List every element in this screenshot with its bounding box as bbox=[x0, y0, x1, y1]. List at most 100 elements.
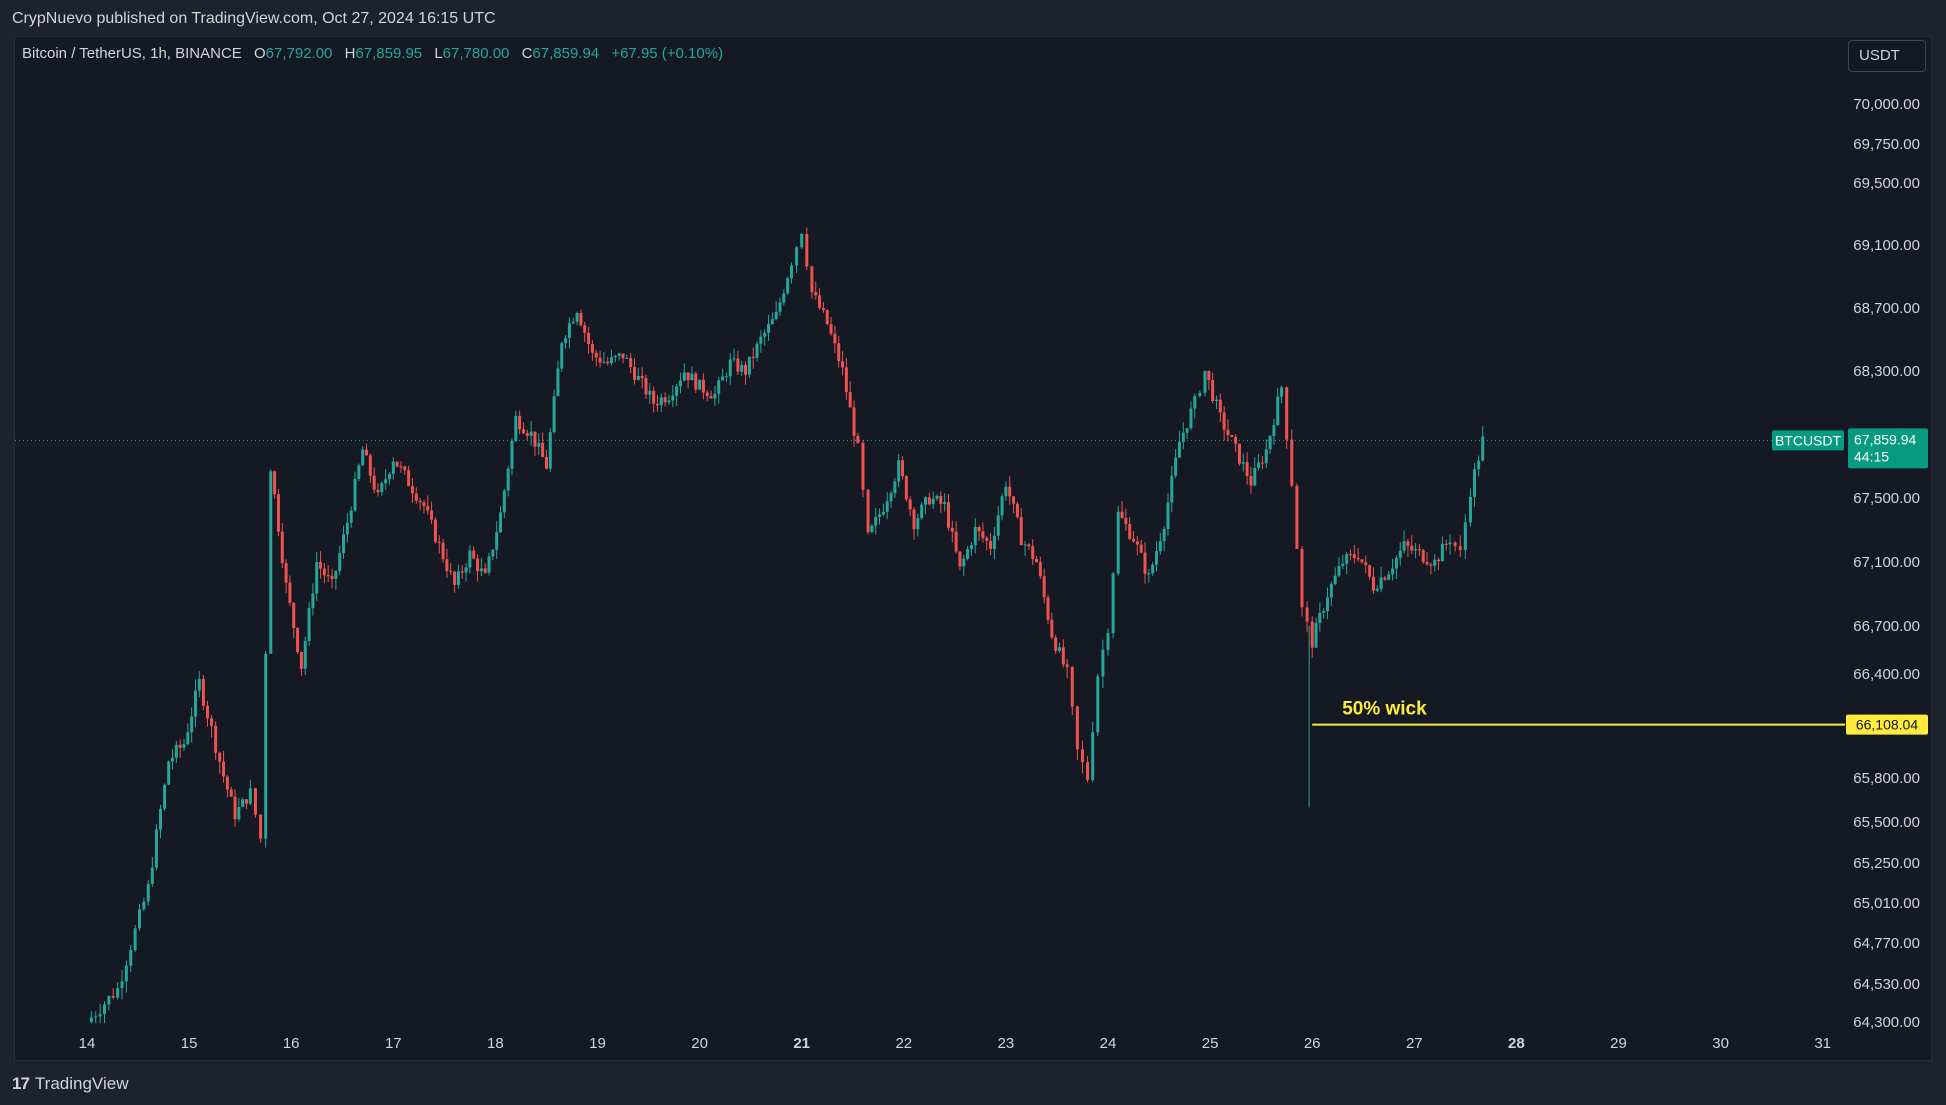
candle-body bbox=[1038, 562, 1042, 577]
candle-body bbox=[560, 343, 564, 369]
candle-body bbox=[120, 981, 124, 989]
candle-body bbox=[1305, 607, 1309, 622]
candle-body bbox=[1421, 550, 1425, 563]
candle-body bbox=[342, 534, 346, 554]
x-axis[interactable]: 14 15 16 17 18 19 20 21 22 23 24 25 26 27 28 29 30 31 bbox=[79, 1035, 1831, 1052]
annotation-text[interactable]: 50% wick bbox=[1342, 699, 1427, 720]
candle-body bbox=[460, 571, 464, 573]
low-label: L bbox=[434, 45, 443, 62]
brand-label: TradingView bbox=[34, 1074, 129, 1093]
candle-body bbox=[908, 499, 912, 510]
x-tick-label: 25 bbox=[1202, 1035, 1219, 1052]
candle-body bbox=[1444, 543, 1448, 545]
candle-body bbox=[1264, 449, 1268, 464]
candle-body bbox=[479, 568, 483, 572]
tradingview-brand[interactable]: 17 TradingView bbox=[12, 1074, 128, 1094]
candle-body bbox=[98, 1014, 102, 1017]
open-label: O bbox=[254, 45, 266, 62]
candle-body bbox=[201, 678, 205, 706]
candle-body bbox=[958, 551, 962, 567]
candle-body bbox=[1211, 380, 1215, 402]
candle-body bbox=[1433, 559, 1437, 566]
top-bar: CrypNuevo published on TradingView.com, … bbox=[0, 0, 1946, 36]
candle-body bbox=[901, 460, 905, 477]
candle-body bbox=[889, 493, 893, 502]
candle-body bbox=[682, 372, 686, 381]
candle-body bbox=[996, 515, 1000, 536]
candle-body bbox=[678, 380, 682, 387]
candle-body bbox=[1101, 649, 1105, 677]
candle-body bbox=[521, 429, 525, 434]
low-value: 67,780.00 bbox=[442, 45, 510, 62]
candle-body bbox=[1116, 511, 1120, 574]
candle-body bbox=[159, 808, 163, 830]
candle-body bbox=[1398, 550, 1402, 558]
candle-body bbox=[881, 511, 885, 515]
high-value: 67,859.95 bbox=[355, 45, 423, 62]
candle-body bbox=[648, 390, 652, 395]
candle-body bbox=[1414, 549, 1418, 551]
candle-body bbox=[1280, 387, 1284, 397]
candle-body bbox=[1429, 564, 1433, 566]
candle-body bbox=[874, 517, 878, 526]
candle-body bbox=[606, 361, 610, 364]
candle-body bbox=[1481, 436, 1485, 461]
candle-body bbox=[248, 788, 252, 804]
candle-body bbox=[453, 571, 457, 585]
y-tick-label: 69,750.00 bbox=[1853, 136, 1920, 153]
candle-body bbox=[732, 358, 736, 360]
candle-body bbox=[437, 541, 441, 543]
candle-body bbox=[338, 553, 342, 571]
candle-body bbox=[1027, 544, 1031, 547]
candles-layer bbox=[89, 227, 1485, 1024]
candle-body bbox=[992, 535, 996, 549]
symbol-legend[interactable]: Bitcoin / TetherUS, 1h, BINANCE O67,792.… bbox=[22, 45, 723, 62]
published-by-text: CrypNuevo published on TradingView.com, … bbox=[12, 10, 496, 27]
candle-body bbox=[193, 690, 197, 717]
candle-body bbox=[1050, 619, 1054, 638]
tradingview-logo-icon: 17 bbox=[12, 1074, 30, 1093]
candle-body bbox=[1375, 588, 1379, 591]
candle-body bbox=[403, 466, 407, 471]
candle-body bbox=[644, 378, 648, 395]
candle-body bbox=[946, 502, 950, 528]
candle-body bbox=[1341, 563, 1345, 567]
candle-body bbox=[966, 548, 970, 559]
candle-body bbox=[178, 744, 182, 748]
candle-body bbox=[1086, 762, 1090, 780]
candle-body bbox=[326, 575, 330, 577]
candle-body bbox=[142, 901, 146, 910]
candle-body bbox=[456, 571, 460, 585]
candle-body bbox=[89, 1017, 93, 1022]
candle-body bbox=[852, 407, 856, 436]
candle-body bbox=[1203, 370, 1207, 393]
candle-body bbox=[1058, 647, 1062, 651]
candle-body bbox=[349, 510, 353, 523]
chart-pane[interactable] bbox=[14, 36, 1932, 1061]
candle-body bbox=[736, 358, 740, 372]
candle-body bbox=[548, 432, 552, 469]
candle-body bbox=[939, 495, 943, 504]
candle-body bbox=[190, 716, 194, 733]
y-tick-label: 64,530.00 bbox=[1853, 976, 1920, 993]
candle-body bbox=[1477, 460, 1481, 470]
candle-body bbox=[399, 466, 403, 468]
y-axis[interactable]: 70,000.00 69,750.00 69,500.00 69,100.00 68,7… bbox=[1853, 96, 1920, 1031]
candle-body bbox=[1162, 528, 1166, 542]
candle-body bbox=[1111, 573, 1115, 634]
candle-body bbox=[1207, 370, 1211, 381]
candle-body bbox=[698, 379, 702, 390]
candle-body bbox=[1120, 511, 1124, 518]
candle-body bbox=[800, 234, 804, 248]
candle-body bbox=[1326, 597, 1330, 612]
candle-body bbox=[372, 475, 376, 490]
candle-body bbox=[652, 390, 656, 404]
candle-body bbox=[1425, 562, 1429, 565]
candle-body bbox=[472, 550, 476, 559]
candle-body bbox=[675, 386, 679, 396]
currency-button[interactable]: USDT bbox=[1848, 40, 1926, 72]
candle-body bbox=[1237, 443, 1241, 464]
candle-body bbox=[387, 473, 391, 480]
candle-body bbox=[927, 497, 931, 505]
